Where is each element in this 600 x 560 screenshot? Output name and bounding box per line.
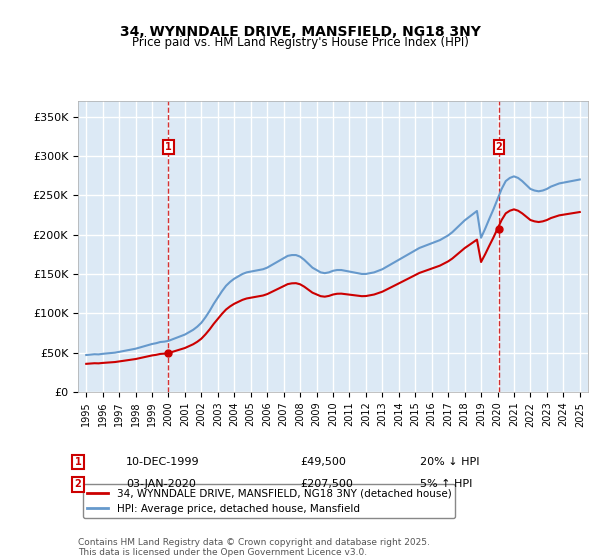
- Text: £49,500: £49,500: [300, 457, 346, 467]
- Text: £207,500: £207,500: [300, 479, 353, 489]
- Text: 20% ↓ HPI: 20% ↓ HPI: [420, 457, 479, 467]
- Legend: 34, WYNNDALE DRIVE, MANSFIELD, NG18 3NY (detached house), HPI: Average price, de: 34, WYNNDALE DRIVE, MANSFIELD, NG18 3NY …: [83, 484, 455, 518]
- Text: 1: 1: [165, 142, 172, 152]
- Text: 2: 2: [74, 479, 82, 489]
- Text: 34, WYNNDALE DRIVE, MANSFIELD, NG18 3NY: 34, WYNNDALE DRIVE, MANSFIELD, NG18 3NY: [119, 25, 481, 39]
- Text: 03-JAN-2020: 03-JAN-2020: [126, 479, 196, 489]
- Text: 1: 1: [74, 457, 82, 467]
- Text: 10-DEC-1999: 10-DEC-1999: [126, 457, 200, 467]
- Text: 5% ↑ HPI: 5% ↑ HPI: [420, 479, 472, 489]
- Text: Price paid vs. HM Land Registry's House Price Index (HPI): Price paid vs. HM Land Registry's House …: [131, 36, 469, 49]
- Text: 2: 2: [496, 142, 502, 152]
- Text: Contains HM Land Registry data © Crown copyright and database right 2025.
This d: Contains HM Land Registry data © Crown c…: [78, 538, 430, 557]
